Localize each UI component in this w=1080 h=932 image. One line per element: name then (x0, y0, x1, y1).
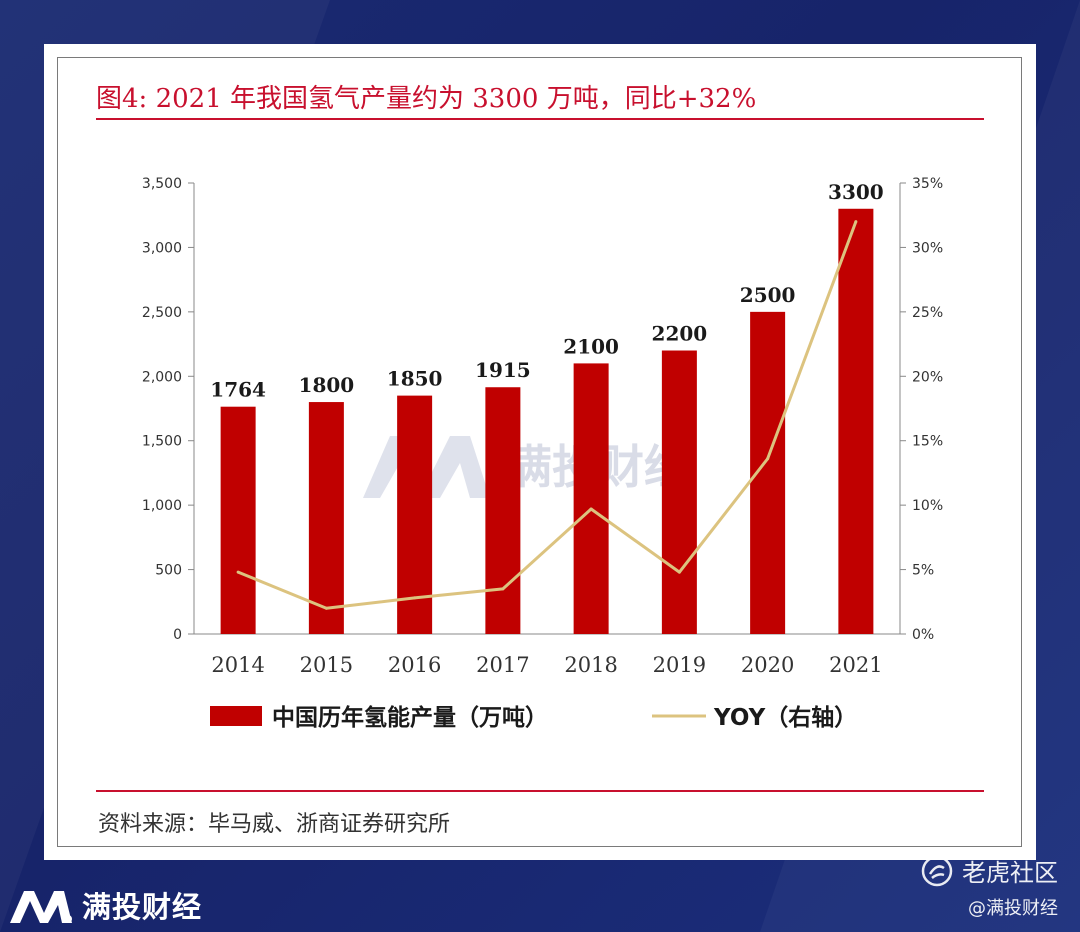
x-tick-label: 2020 (741, 653, 794, 677)
bar-value-label: 1800 (299, 373, 355, 397)
bar (308, 402, 344, 634)
legend-line-label: YOY（右轴） (713, 704, 857, 731)
y-right-tick-label: 5% (912, 563, 934, 579)
title-rule (96, 118, 984, 120)
bar (397, 395, 433, 634)
yoy-point (324, 606, 328, 610)
yoy-point (589, 507, 593, 511)
author-handle: @满投财经 (968, 898, 1058, 919)
yoy-point (677, 570, 681, 574)
chart-title: 图4: 2021 年我国氢气产量约为 3300 万吨，同比+32% (96, 84, 757, 114)
y-right-tick-label: 25% (912, 305, 943, 321)
y-left-tick-label: 2,500 (142, 305, 182, 321)
yoy-point (413, 596, 417, 600)
bar (573, 363, 609, 634)
footer-logo: 满投财经 (8, 884, 202, 926)
bar-value-label: 2100 (563, 334, 619, 358)
data-labels: 1764 1800 1850 1915 2100 2200 2500 3300 (210, 180, 883, 402)
bar-value-label: 1915 (475, 358, 531, 382)
y-right-tick-label: 35% (912, 176, 943, 192)
yoy-point (236, 570, 240, 574)
source-rule (96, 790, 984, 792)
y-left-tick-label: 1,000 (142, 498, 182, 514)
bar-value-label: 1764 (210, 378, 266, 402)
y-left-tick-label: 3,000 (142, 240, 182, 256)
tiger-watermark: 老虎社区 @满投财经 (920, 853, 1058, 920)
bar (838, 208, 874, 634)
tiger-logo-icon (921, 855, 953, 886)
y-right-tick-label: 20% (912, 369, 943, 385)
chart-source: 资料来源：毕马威、浙商证券研究所 (98, 812, 451, 837)
y-right-tick-label: 0% (912, 627, 934, 643)
bar-value-label: 2200 (652, 322, 708, 346)
y-right-tick-label: 10% (912, 498, 943, 514)
legend: 中国历年氢能产量（万吨） YOY（右轴） (210, 704, 857, 731)
footer-brand: 满投财经 (82, 890, 203, 924)
bars (220, 208, 874, 634)
bar-value-label: 2500 (740, 283, 796, 307)
y-right-tick-label: 30% (912, 240, 943, 256)
bar-value-label: 3300 (828, 180, 884, 204)
yoy-line (237, 221, 858, 610)
y-left-tick-label: 2,000 (142, 369, 182, 385)
yoy-point (766, 457, 770, 461)
x-tick-label: 2021 (829, 653, 882, 677)
chart-card: 图4: 2021 年我国氢气产量约为 3300 万吨，同比+32% 满投财经 0… (44, 44, 1036, 860)
yoy-point (501, 587, 505, 591)
x-tick-label: 2018 (564, 653, 617, 677)
y-left-tick-label: 0 (173, 627, 182, 643)
yoy-point (854, 220, 858, 224)
bar-value-label: 1850 (387, 367, 443, 391)
x-tick-label: 2015 (300, 653, 353, 677)
bar (485, 387, 521, 634)
mantou-logo-icon (10, 891, 72, 923)
y-left-tick-label: 3,500 (142, 176, 182, 192)
x-tick-label: 2019 (653, 653, 706, 677)
x-tick-label: 2016 (388, 653, 441, 677)
yoy-line-layer (236, 220, 858, 610)
axes: 0 500 1,000 1,500 2,000 2,500 3,000 3,500 0% 5% 10… (142, 176, 943, 677)
tiger-community-name: 老虎社区 (962, 859, 1058, 887)
y-right-tick-label: 15% (912, 434, 943, 450)
chart-plot: 满投财经 05001,0001,5002,0002,5003,0003,5000… (142, 176, 943, 731)
chart-frame: 图4: 2021 年我国氢气产量约为 3300 万吨，同比+32% 满投财经 0… (57, 57, 1022, 847)
x-tick-label: 2017 (476, 653, 529, 677)
x-tick-label: 2014 (211, 653, 264, 677)
legend-bar-swatch (210, 706, 262, 726)
bar (661, 350, 697, 634)
legend-bar-label: 中国历年氢能产量（万吨） (272, 704, 548, 731)
bar (220, 406, 256, 634)
y-left-tick-label: 1,500 (142, 434, 182, 450)
y-left-tick-label: 500 (155, 563, 182, 579)
watermark-logo-icon (363, 436, 490, 498)
